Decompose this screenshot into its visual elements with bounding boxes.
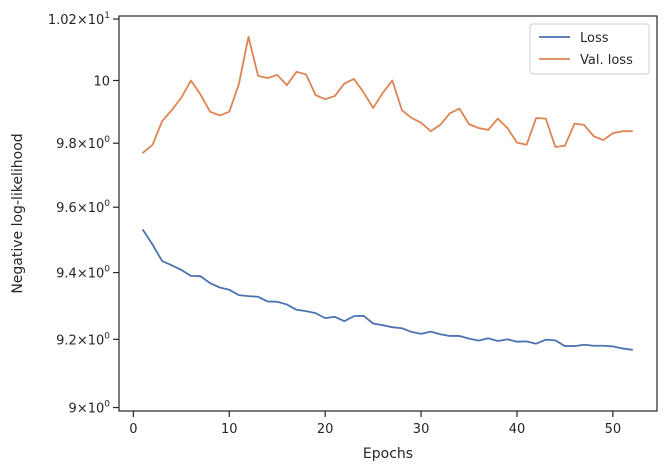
y-tick-exponent: 0 <box>104 135 110 145</box>
legend-label-val-loss: Val. loss <box>580 53 633 68</box>
y-tick-mantissa: 9.4 <box>56 267 77 282</box>
y-tick-label: 9.2×100 <box>56 331 110 348</box>
y-tick-times: ×10 <box>77 201 104 216</box>
y-tick-times: ×10 <box>77 333 104 348</box>
y-tick-mantissa: 9.6 <box>56 201 77 216</box>
y-tick-exponent: 0 <box>104 199 110 209</box>
y-tick-mantissa: 9.8 <box>56 137 77 152</box>
x-tick-label: 10 <box>221 422 238 437</box>
y-tick-mantissa: 9 <box>69 402 77 417</box>
y-axis: 9×1009.2×1009.4×1009.6×1009.8×100101.02×… <box>48 11 119 417</box>
y-tick-exponent: 0 <box>104 265 110 275</box>
y-tick-mantissa: 9.2 <box>56 333 77 348</box>
x-tick-label: 0 <box>129 422 137 437</box>
y-tick-label: 9.6×100 <box>56 199 110 216</box>
plot-frame <box>118 15 658 412</box>
y-tick-exponent: 0 <box>104 331 110 341</box>
y-tick-label: 9.8×100 <box>56 135 110 152</box>
x-tick-label: 50 <box>605 422 622 437</box>
y-axis-label: Negative log-likelihood <box>10 133 26 293</box>
y-tick-label: 1.02×101 <box>48 11 110 28</box>
y-tick-label: 10 <box>93 75 110 90</box>
legend: Loss Val. loss <box>529 23 650 75</box>
series-layer <box>142 35 633 351</box>
x-tick-label: 20 <box>317 422 334 437</box>
y-tick-mantissa: 1.02 <box>48 13 77 28</box>
x-axis-label: Epochs <box>363 446 413 462</box>
x-tick-label: 30 <box>413 422 430 437</box>
legend-label-loss: Loss <box>580 31 609 46</box>
series-line-loss <box>142 229 633 351</box>
y-tick-times: ×10 <box>77 13 104 28</box>
y-tick-label: 9.4×100 <box>56 265 110 282</box>
x-axis: 0 10 20 30 40 50 <box>129 411 621 437</box>
y-tick-times: ×10 <box>77 402 104 417</box>
x-tick-label: 40 <box>509 422 526 437</box>
series-line-val-loss <box>142 35 633 154</box>
y-tick-exponent: 0 <box>104 400 110 410</box>
y-tick-times: ×10 <box>77 267 104 282</box>
y-tick-times: ×10 <box>77 137 104 152</box>
y-tick-exponent: 1 <box>104 11 110 21</box>
y-tick-label: 9×100 <box>69 400 111 417</box>
